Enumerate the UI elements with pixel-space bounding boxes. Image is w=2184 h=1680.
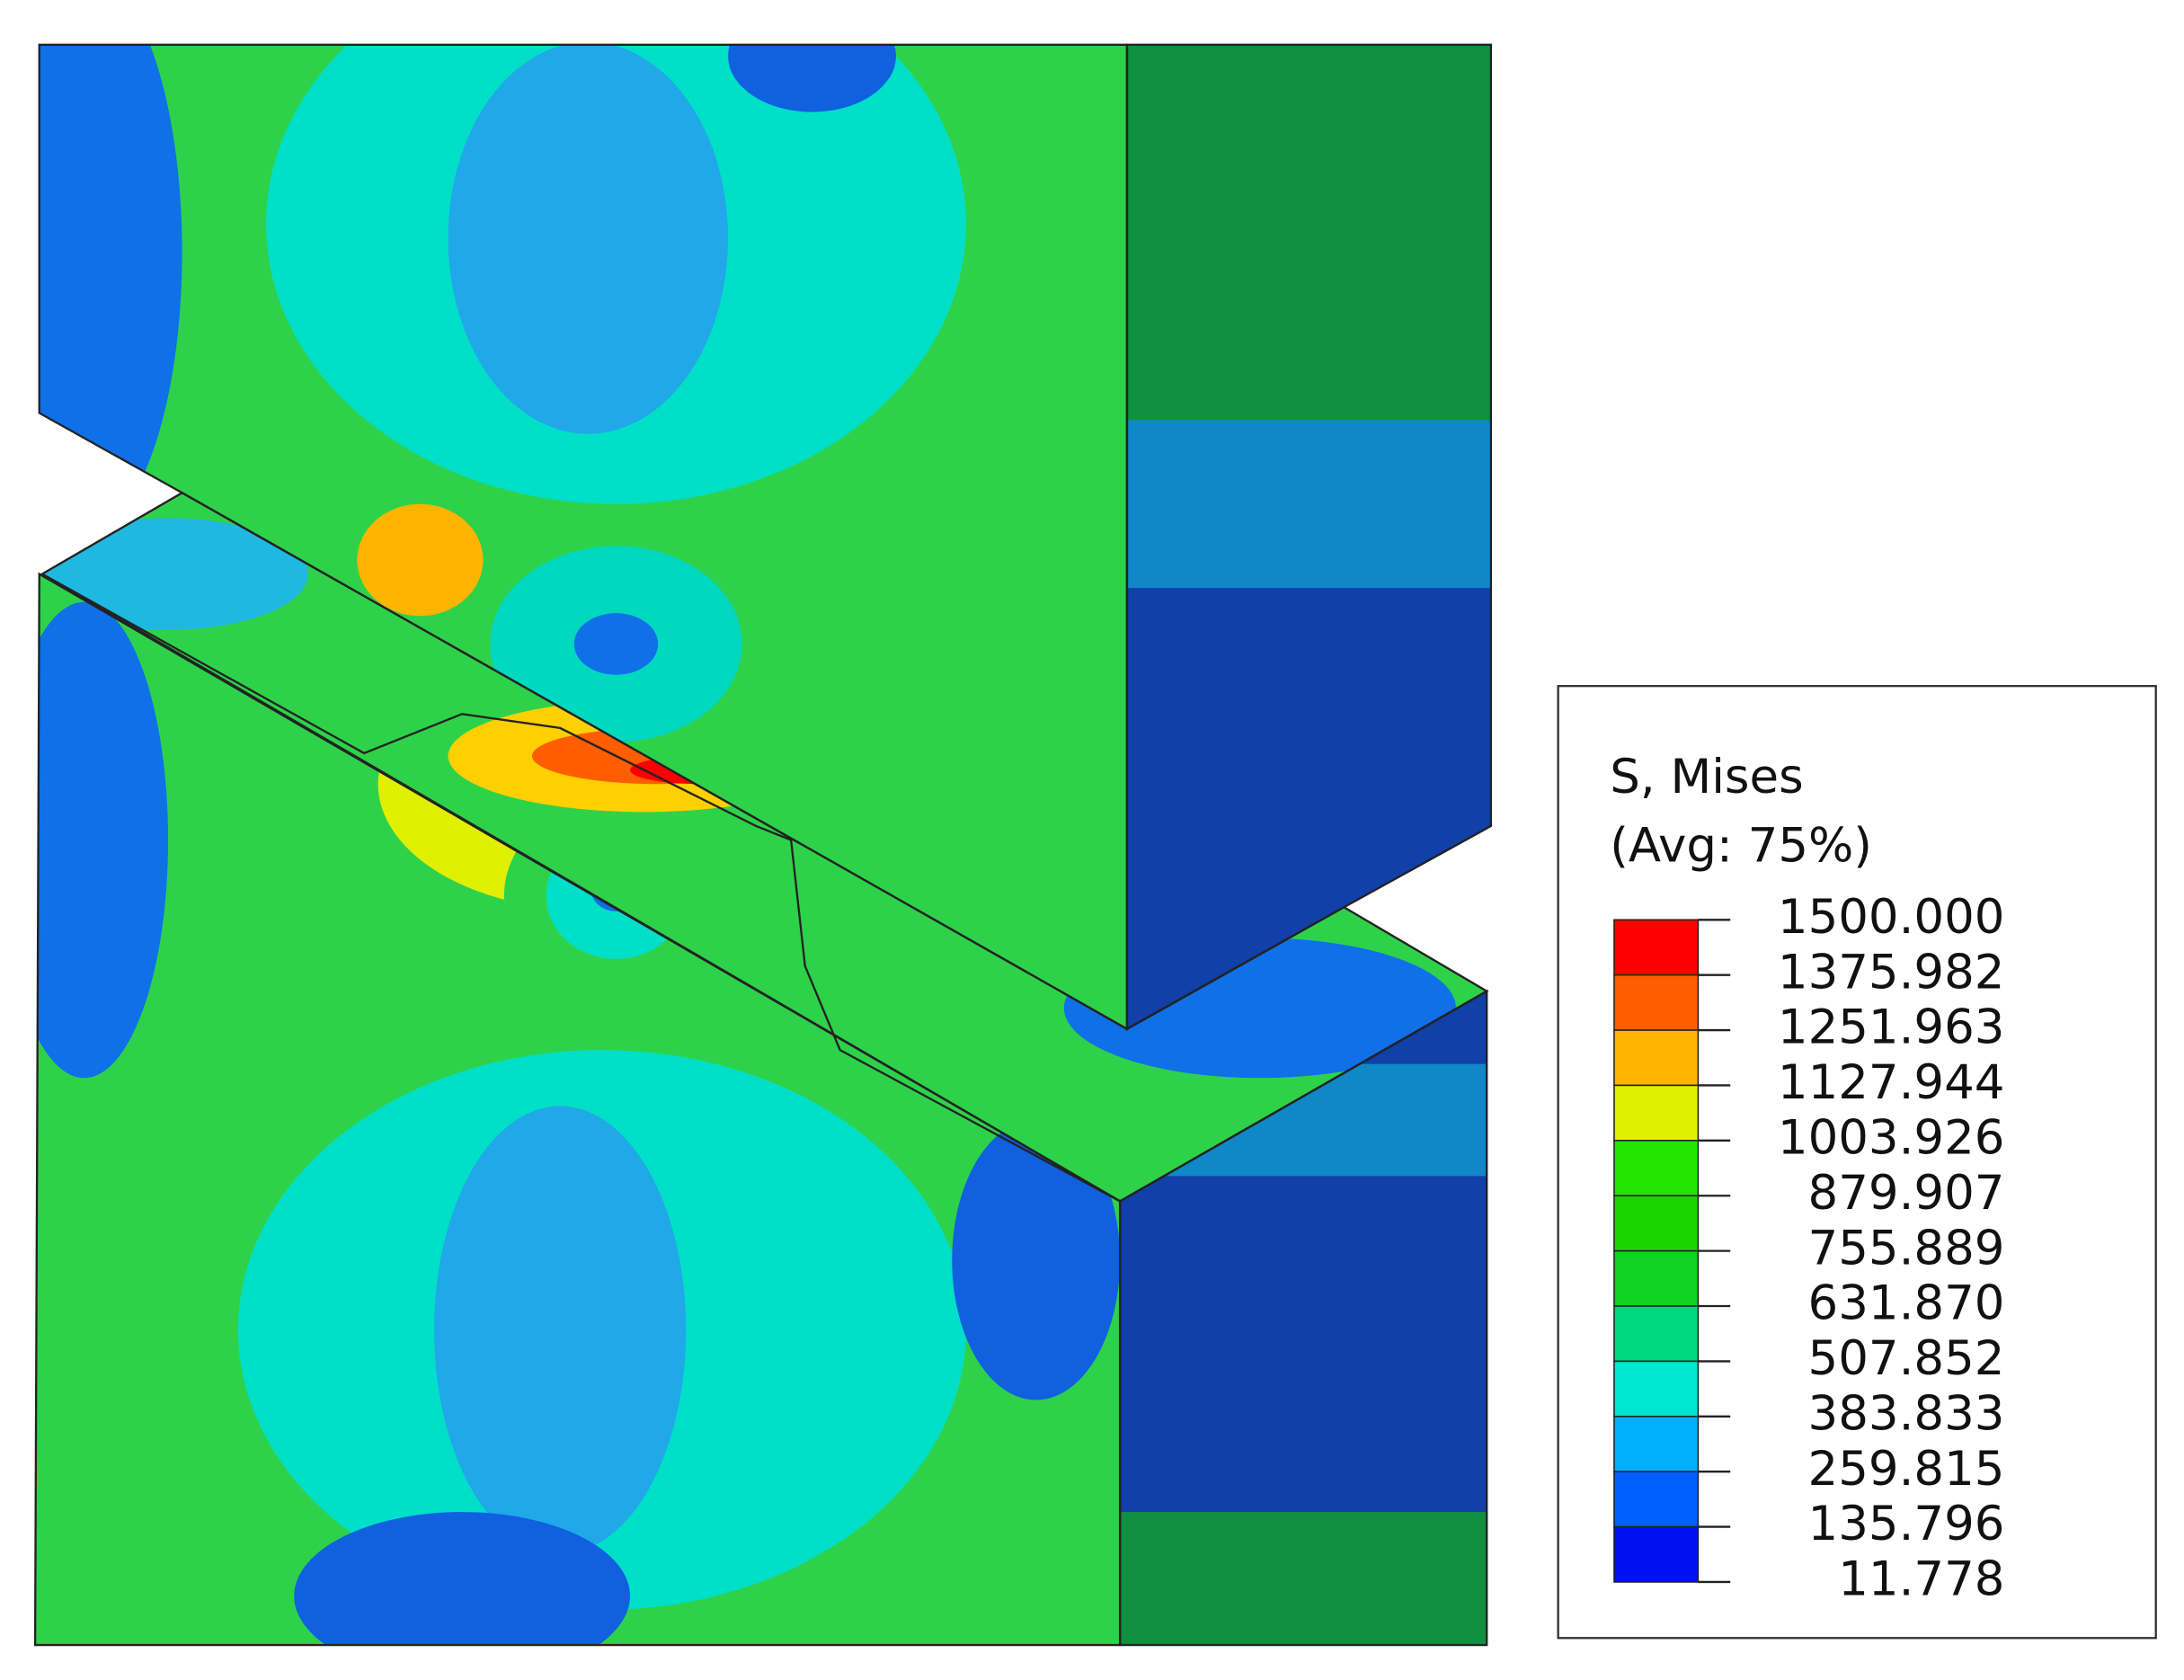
- legend-level: 507.852: [1808, 1331, 2005, 1386]
- legend-level: 383.833: [1808, 1386, 2005, 1441]
- color-band: [1613, 1360, 1700, 1418]
- legend-level: 259.815: [1808, 1442, 2005, 1497]
- legend-level: 755.889: [1808, 1221, 2005, 1276]
- legend-level: 879.907: [1808, 1166, 2005, 1221]
- legend-level: 1003.926: [1778, 1110, 2005, 1165]
- color-band: [1613, 1525, 1700, 1583]
- legend-subtitle: (Avg: 75%): [1610, 818, 1872, 873]
- color-band: [1613, 1195, 1700, 1252]
- color-band: [1613, 973, 1700, 1031]
- legend-level: 1251.963: [1778, 1000, 2005, 1055]
- color-band: [1613, 1471, 1700, 1528]
- legend: S, Mises (Avg: 75%) 1500.0001375.9821251…: [1557, 685, 2157, 1640]
- color-band: [1613, 1416, 1700, 1472]
- color-band: [1613, 1029, 1700, 1087]
- color-band: [1613, 1305, 1700, 1363]
- model: [33, 43, 1493, 1647]
- legend-level: 1127.944: [1778, 1055, 2005, 1110]
- legend-level: 1500.000: [1778, 890, 2005, 945]
- legend-title: S, Mises: [1610, 750, 1803, 804]
- color-band: [1613, 1084, 1700, 1142]
- legend-level: 1375.982: [1778, 945, 2005, 1000]
- color-band: [1613, 1140, 1700, 1197]
- legend-level: 135.796: [1808, 1497, 2005, 1551]
- legend-level: 11.778: [1838, 1552, 2004, 1607]
- color-band: [1613, 919, 1700, 976]
- color-band: [1613, 1249, 1700, 1307]
- legend-level: 631.870: [1808, 1276, 2005, 1331]
